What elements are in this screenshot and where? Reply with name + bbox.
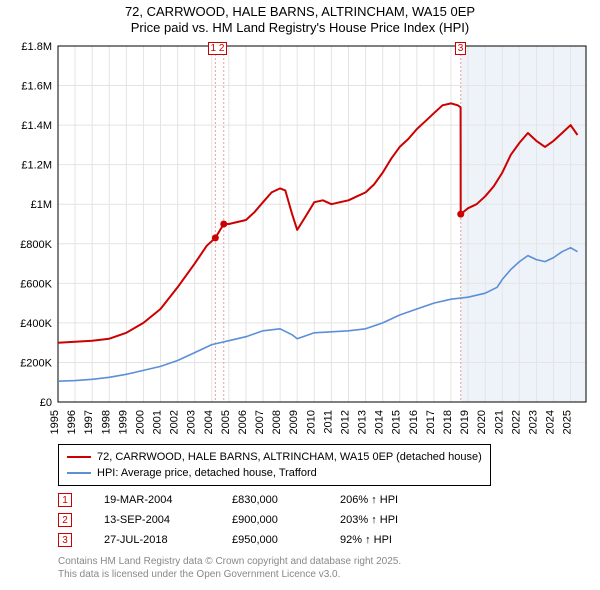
- event-marker-label: 3: [455, 42, 467, 55]
- svg-text:£400K: £400K: [20, 318, 52, 330]
- svg-text:2009: 2009: [288, 410, 300, 434]
- svg-text:2024: 2024: [545, 410, 557, 434]
- svg-text:2006: 2006: [237, 410, 249, 434]
- svg-text:2025: 2025: [562, 410, 574, 434]
- event-date: 13-SEP-2004: [104, 514, 204, 526]
- event-row: 2 13-SEP-2004 £900,000 203% ↑ HPI: [58, 510, 450, 530]
- event-price: £900,000: [232, 514, 312, 526]
- title-line-2: Price paid vs. HM Land Registry's House …: [0, 20, 600, 36]
- svg-text:1997: 1997: [83, 410, 95, 434]
- svg-text:1996: 1996: [66, 410, 78, 434]
- svg-text:2000: 2000: [134, 410, 146, 434]
- svg-text:£1.4M: £1.4M: [21, 120, 52, 132]
- svg-text:2002: 2002: [169, 410, 181, 434]
- svg-text:£0: £0: [40, 397, 52, 409]
- event-number: 1: [58, 493, 72, 507]
- event-row: 3 27-JUL-2018 £950,000 92% ↑ HPI: [58, 530, 450, 550]
- svg-text:2008: 2008: [271, 410, 283, 434]
- attribution: Contains HM Land Registry data © Crown c…: [58, 556, 401, 581]
- line-chart: £0 £200K £400K £600K £800K £1M £1.2M £1.4M £1.6M…: [0, 38, 600, 438]
- events-table: 1 19-MAR-2004 £830,000 206% ↑ HPI 2 13-SEP-20…: [58, 490, 450, 550]
- event-pct: 203% ↑ HPI: [340, 514, 450, 526]
- footer-line-1: Contains HM Land Registry data © Crown c…: [58, 556, 401, 569]
- svg-text:2013: 2013: [357, 410, 369, 434]
- svg-text:2019: 2019: [459, 410, 471, 434]
- legend-swatch: [67, 456, 91, 458]
- svg-text:2007: 2007: [254, 410, 266, 434]
- event-row: 1 19-MAR-2004 £830,000 206% ↑ HPI: [58, 490, 450, 510]
- event-pct: 206% ↑ HPI: [340, 494, 450, 506]
- event-number: 2: [58, 513, 72, 527]
- svg-text:2003: 2003: [186, 410, 198, 434]
- footer-line-2: This data is licensed under the Open Gov…: [58, 569, 401, 582]
- svg-text:2014: 2014: [374, 410, 386, 434]
- legend-row: 72, CARRWOOD, HALE BARNS, ALTRINCHAM, WA…: [67, 449, 482, 465]
- svg-text:£600K: £600K: [20, 278, 52, 290]
- svg-text:1995: 1995: [49, 410, 61, 434]
- svg-text:2021: 2021: [493, 410, 505, 434]
- event-number: 3: [58, 533, 72, 547]
- event-date: 27-JUL-2018: [104, 534, 204, 546]
- title-line-1: 72, CARRWOOD, HALE BARNS, ALTRINCHAM, WA…: [0, 4, 600, 20]
- svg-text:£1.8M: £1.8M: [21, 41, 52, 53]
- event-price: £950,000: [232, 534, 312, 546]
- legend-swatch: [67, 472, 91, 474]
- chart-area: £0 £200K £400K £600K £800K £1M £1.2M £1.4M £1.6M…: [0, 38, 600, 438]
- legend-row: HPI: Average price, detached house, Traf…: [67, 465, 482, 481]
- chart-title: 72, CARRWOOD, HALE BARNS, ALTRINCHAM, WA…: [0, 0, 600, 37]
- svg-text:2005: 2005: [220, 410, 232, 434]
- svg-text:2017: 2017: [425, 410, 437, 434]
- svg-text:£1.2M: £1.2M: [21, 160, 52, 172]
- svg-text:2023: 2023: [527, 410, 539, 434]
- svg-text:2011: 2011: [322, 410, 334, 434]
- event-date: 19-MAR-2004: [104, 494, 204, 506]
- event-marker-label: 1 2: [208, 42, 228, 55]
- svg-text:2012: 2012: [339, 410, 351, 434]
- svg-text:2001: 2001: [152, 410, 164, 434]
- svg-text:2016: 2016: [408, 410, 420, 434]
- svg-text:2004: 2004: [203, 410, 215, 434]
- legend-label: HPI: Average price, detached house, Traf…: [97, 467, 317, 479]
- svg-text:£1.6M: £1.6M: [21, 81, 52, 93]
- svg-text:2010: 2010: [305, 410, 317, 434]
- legend: 72, CARRWOOD, HALE BARNS, ALTRINCHAM, WA…: [58, 444, 491, 486]
- svg-text:2018: 2018: [442, 410, 454, 434]
- legend-label: 72, CARRWOOD, HALE BARNS, ALTRINCHAM, WA…: [97, 451, 482, 463]
- svg-text:1998: 1998: [100, 410, 112, 434]
- svg-text:£800K: £800K: [20, 239, 52, 251]
- event-price: £830,000: [232, 494, 312, 506]
- svg-text:£1M: £1M: [31, 199, 52, 211]
- svg-text:2020: 2020: [476, 410, 488, 434]
- svg-text:1999: 1999: [117, 410, 129, 434]
- event-pct: 92% ↑ HPI: [340, 534, 450, 546]
- svg-text:£200K: £200K: [20, 357, 52, 369]
- svg-text:2015: 2015: [391, 410, 403, 434]
- svg-text:2022: 2022: [510, 410, 522, 434]
